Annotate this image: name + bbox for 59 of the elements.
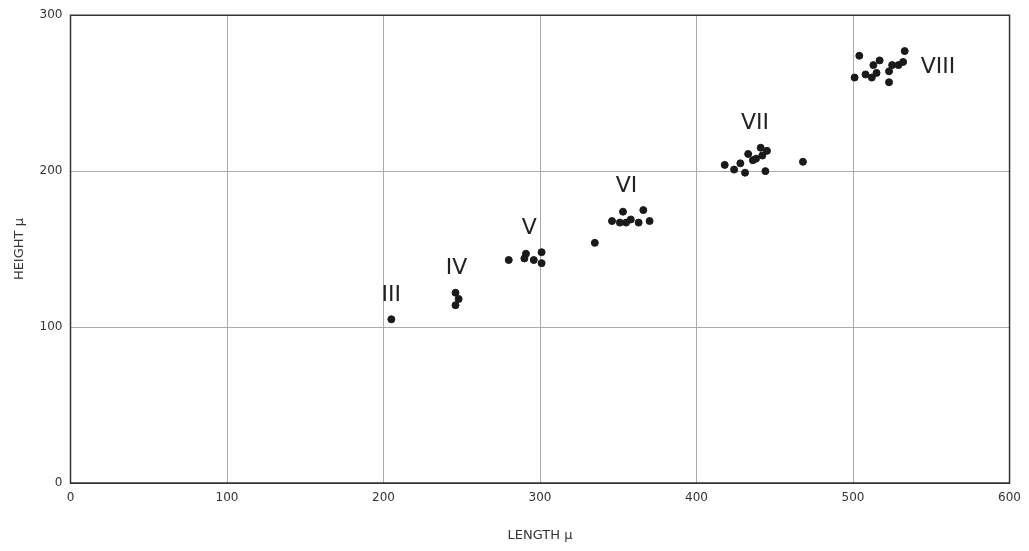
point	[529, 256, 538, 265]
x-axis-title: LENGTH μ	[507, 526, 573, 542]
point	[634, 218, 643, 227]
point	[756, 143, 765, 152]
series-label: V	[521, 213, 537, 239]
series-label: IV	[445, 254, 468, 280]
series-label: III	[381, 280, 402, 306]
point	[758, 151, 767, 160]
y-tick-label: 200	[39, 163, 63, 178]
y-axis-title: HEIGHT μ	[11, 218, 27, 281]
y-tick-label: 0	[54, 475, 63, 490]
point	[744, 149, 753, 158]
x-tick-label: 0	[66, 490, 75, 505]
point	[861, 70, 870, 79]
point	[451, 301, 460, 310]
series-label: VII	[740, 109, 769, 135]
point	[626, 215, 635, 224]
point	[454, 295, 463, 303]
point	[872, 68, 881, 77]
point	[752, 154, 761, 163]
point	[730, 165, 739, 174]
x-tick-label: 500	[841, 490, 865, 505]
x-tick-label: 400	[685, 490, 708, 505]
point	[590, 238, 599, 247]
point	[875, 56, 884, 65]
point	[451, 288, 460, 297]
point	[850, 73, 859, 82]
point	[867, 73, 876, 82]
x-tick-label: 600	[998, 490, 1021, 505]
y-tick-label: 100	[39, 319, 63, 334]
point	[885, 67, 894, 76]
point	[869, 61, 878, 70]
point	[741, 168, 750, 177]
point	[537, 248, 546, 257]
point	[720, 160, 729, 169]
point	[618, 207, 627, 216]
point	[762, 146, 771, 155]
point	[639, 206, 648, 215]
series-label: VIII	[920, 53, 956, 79]
point	[900, 47, 909, 56]
point	[855, 51, 864, 60]
point	[798, 157, 807, 166]
series-label: VI	[615, 171, 638, 197]
x-tick-label: 100	[215, 490, 239, 505]
point	[608, 217, 617, 226]
point	[899, 57, 908, 66]
point	[521, 249, 530, 258]
point	[888, 61, 897, 70]
x-tick-label: 300	[528, 490, 552, 505]
point	[645, 217, 654, 226]
y-tick-label: 300	[39, 7, 63, 22]
point	[885, 78, 894, 87]
point	[615, 218, 624, 227]
point	[761, 167, 770, 176]
x-tick-label: 200	[372, 490, 395, 505]
point	[537, 259, 546, 268]
point	[387, 315, 396, 324]
point	[504, 256, 513, 265]
point	[736, 159, 745, 168]
